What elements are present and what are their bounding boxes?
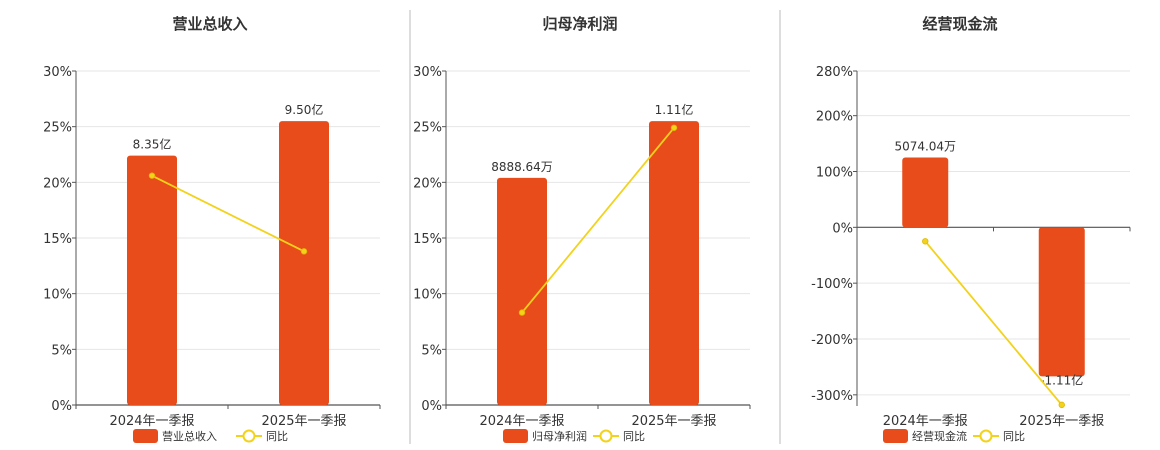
yoy-point — [518, 309, 526, 316]
bar-value-label: 5074.04万 — [894, 140, 956, 154]
legend-line-label: 同比 — [623, 430, 645, 443]
yoy-line — [151, 174, 305, 253]
revenue-chart: 营业总收入 0% 5% 10% 15% 20% 25% 30% 8.35亿 9.50亿 2024年一… — [43, 15, 381, 443]
legend-bar-swatch — [883, 429, 908, 443]
chart-title: 营业总收入 — [172, 15, 247, 33]
bar — [1038, 227, 1085, 377]
bar — [497, 177, 547, 405]
net-profit-chart: 归母净利润 0% 5% 10% 15% 20% 25% 30% 8888.64万 1.11亿 202… — [413, 15, 751, 443]
x-category-label: 2025年一季报 — [1019, 414, 1104, 429]
y-tick-label: -100% — [811, 277, 853, 292]
y-tick-label: 15% — [43, 232, 72, 247]
legend-line-marker — [979, 429, 993, 443]
y-tick-label: 10% — [413, 288, 442, 303]
bar — [902, 157, 949, 228]
y-tick-label: -300% — [811, 389, 853, 404]
bar — [649, 121, 699, 405]
legend-line-marker — [242, 429, 256, 443]
x-category-label: 2025年一季报 — [631, 414, 716, 429]
y-tick-label: 0% — [51, 399, 72, 414]
bar-value-label: 8.35亿 — [133, 137, 172, 152]
legend-bar-label: 营业总收入 — [162, 429, 217, 443]
y-tick-label: -200% — [811, 333, 853, 348]
y-tick-label: 25% — [43, 121, 72, 136]
operating-cashflow-chart: 经营现金流 -300% -200% -100% 0% 100% 200% 280% 5074.0… — [811, 15, 1131, 443]
yoy-point — [922, 238, 929, 245]
bar-value-label: 1.11亿 — [655, 102, 694, 117]
legend-line-label: 同比 — [266, 430, 288, 443]
y-tick-label: 0% — [832, 221, 853, 236]
x-category-label: 2024年一季报 — [109, 414, 194, 429]
legend-line-marker — [599, 429, 613, 443]
x-category-label: 2024年一季报 — [883, 414, 968, 429]
y-tick-label: 280% — [816, 65, 853, 80]
yoy-point — [1058, 401, 1065, 409]
legend-bar-label: 归母净利润 — [532, 429, 587, 443]
chart-title: 经营现金流 — [922, 15, 997, 33]
y-tick-label: 5% — [51, 343, 72, 358]
bar-value-label: -1.11亿 — [1040, 372, 1083, 387]
yoy-point — [148, 172, 156, 179]
legend-bar-swatch — [133, 429, 158, 443]
yoy-point — [300, 248, 308, 255]
y-tick-label: 30% — [413, 65, 442, 80]
y-tick-label: 20% — [43, 176, 72, 191]
bar-value-label: 8888.64万 — [491, 160, 553, 174]
y-tick-label: 30% — [43, 65, 72, 80]
y-tick-label: 10% — [43, 288, 72, 303]
x-category-label: 2024年一季报 — [479, 414, 564, 429]
y-tick-label: 0% — [421, 399, 442, 414]
legend-line-label: 同比 — [1003, 430, 1025, 443]
chart-title: 归母净利润 — [542, 15, 617, 33]
y-tick-label: 15% — [413, 232, 442, 247]
yoy-point — [670, 124, 678, 131]
yoy-line — [924, 240, 1063, 406]
y-tick-label: 200% — [816, 110, 853, 125]
y-tick-label: 20% — [413, 176, 442, 191]
bar — [279, 121, 329, 405]
y-tick-label: 100% — [816, 166, 853, 181]
y-tick-label: 25% — [413, 121, 442, 136]
y-tick-label: 5% — [421, 343, 442, 358]
legend-bar-label: 经营现金流 — [912, 429, 967, 443]
bar — [127, 155, 177, 405]
bar-value-label: 9.50亿 — [285, 102, 324, 117]
yoy-line — [521, 127, 675, 314]
legend-bar-swatch — [503, 429, 528, 443]
x-category-label: 2025年一季报 — [261, 414, 346, 429]
